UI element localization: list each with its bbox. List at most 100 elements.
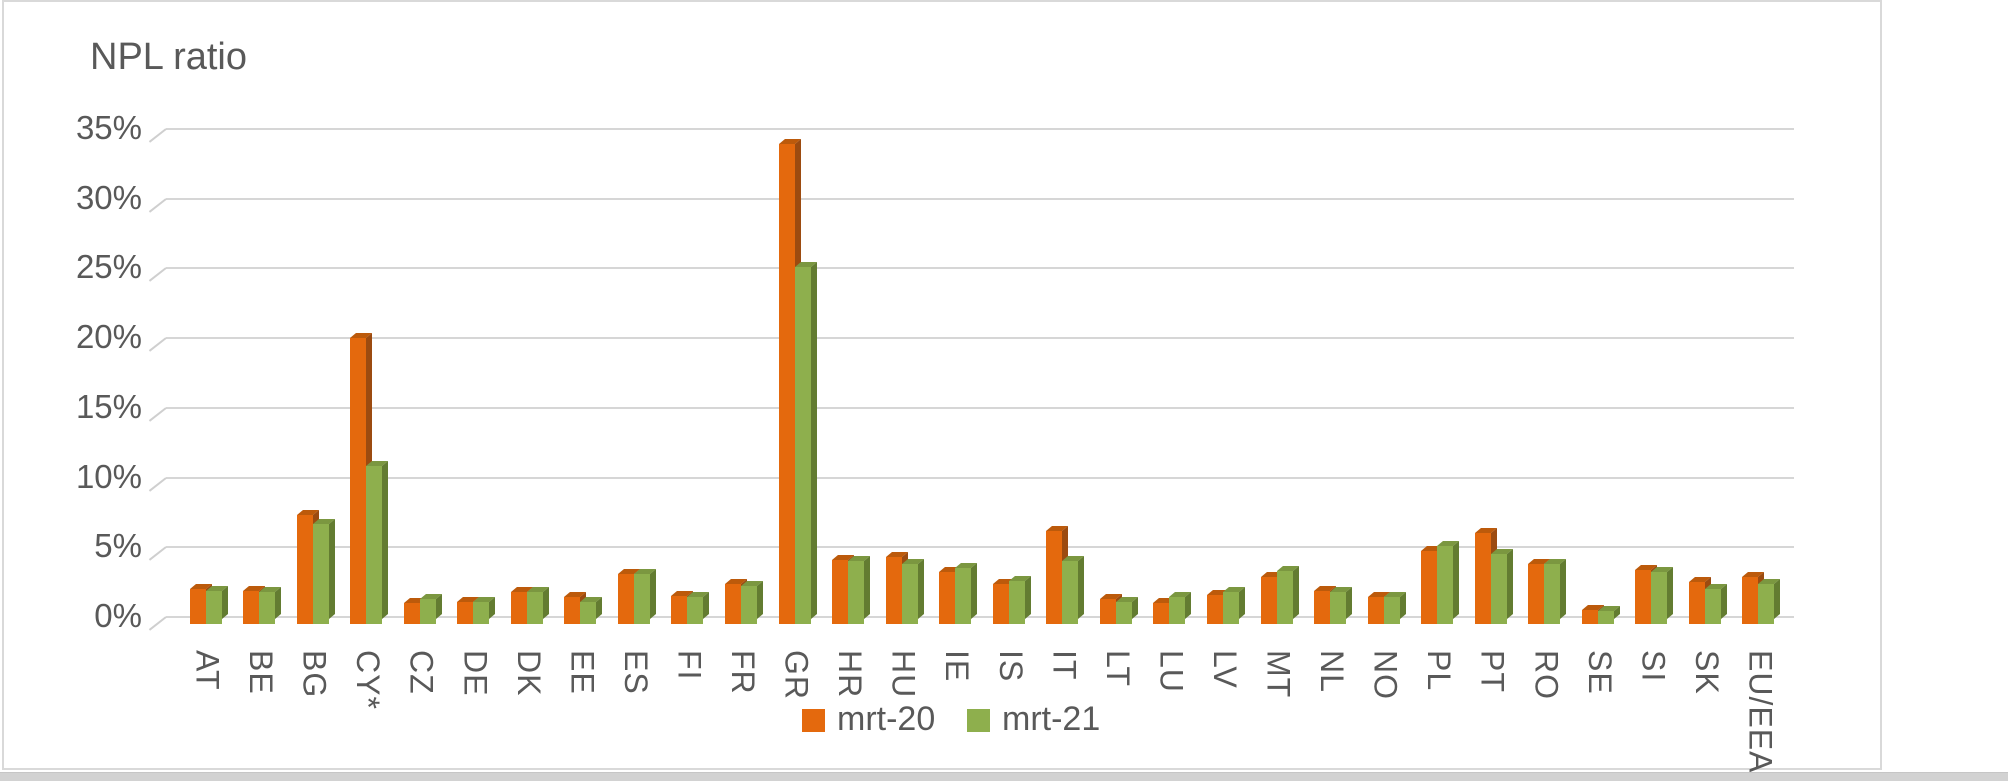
x-axis-label: IS <box>992 650 1029 683</box>
bar <box>1667 567 1674 619</box>
bar-NL-mrt-20 <box>1314 590 1331 624</box>
x-axis-label: LV <box>1206 650 1243 689</box>
bar <box>864 556 871 619</box>
gridline-depth-tick <box>148 267 167 283</box>
bar-LU-mrt-21 <box>1169 597 1186 624</box>
bar-NL-mrt-21 <box>1330 591 1347 624</box>
y-axis-label: 20% <box>75 318 142 356</box>
bar <box>1292 565 1299 619</box>
y-axis-label: 30% <box>75 178 142 216</box>
x-axis-label: PL <box>1421 650 1458 692</box>
y-axis-label: 35% <box>75 108 142 146</box>
gridline-depth-tick <box>148 616 167 631</box>
x-axis-label: SI <box>1635 650 1672 683</box>
x-axis-label: LT <box>1099 650 1136 687</box>
bar-EE-mrt-21 <box>580 601 597 624</box>
bar-FI-mrt-21 <box>687 597 704 624</box>
bar <box>1560 558 1567 619</box>
bar-DE-mrt-21 <box>473 601 490 624</box>
x-axis-label: FR <box>725 650 761 695</box>
bar-IS-mrt-21 <box>1008 580 1025 624</box>
x-axis-label: NO <box>1367 650 1404 700</box>
gridline <box>166 406 1794 409</box>
gridline <box>166 616 1794 618</box>
x-axis-label: MT <box>1260 650 1297 699</box>
bar-MT-mrt-20 <box>1260 576 1277 624</box>
bar-IS-mrt-20 <box>992 583 1009 624</box>
bar-CZ-mrt-20 <box>403 603 420 624</box>
bar <box>810 261 817 619</box>
bar <box>1185 592 1192 619</box>
bar <box>382 461 389 619</box>
bar-EU/EEA-mrt-21 <box>1758 583 1775 624</box>
bar <box>757 581 763 619</box>
x-axis-label: GR <box>778 650 815 700</box>
bar-FI-mrt-20 <box>671 596 688 624</box>
bar-CZ-mrt-21 <box>419 598 436 624</box>
page-edge-band <box>0 772 2008 781</box>
bar-SI-mrt-21 <box>1651 572 1668 624</box>
bar-LU-mrt-20 <box>1153 603 1170 624</box>
bar-BE-mrt-21 <box>259 591 276 624</box>
chart-frame: NPL ratio 0% 5% 10% 15% 20% 25% 30% 35% AT BE BG CY… <box>2 0 1882 774</box>
legend-swatch-mrt-21 <box>967 709 990 732</box>
bar-HR-mrt-20 <box>832 559 849 624</box>
bar <box>328 518 335 619</box>
y-axis-label: 5% <box>94 527 142 565</box>
bar-PL-mrt-20 <box>1421 551 1438 624</box>
bar-DK-mrt-21 <box>526 591 543 624</box>
bar <box>1346 586 1353 619</box>
bar <box>1720 584 1727 619</box>
bar-AT-mrt-21 <box>205 590 222 624</box>
bar-GR-mrt-20 <box>778 144 795 624</box>
bar-AT-mrt-20 <box>189 589 206 624</box>
bar-DK-mrt-20 <box>510 591 527 624</box>
bar-CY*-mrt-20 <box>350 338 367 624</box>
gridline <box>166 337 1794 340</box>
x-axis-label: NL <box>1314 650 1351 693</box>
bar-PL-mrt-21 <box>1437 545 1454 624</box>
x-axis-label: DK <box>510 650 547 697</box>
x-axis-label: BG <box>296 650 333 699</box>
bar-GR-mrt-21 <box>794 267 811 624</box>
bar-NO-mrt-20 <box>1367 597 1384 624</box>
x-axis-label: EE <box>564 650 601 695</box>
chart-title: NPL ratio <box>90 36 247 78</box>
bar <box>1078 556 1085 619</box>
x-axis-label: SK <box>1688 650 1725 695</box>
bar <box>1453 540 1460 619</box>
bar <box>703 592 710 619</box>
bar-LV-mrt-21 <box>1222 591 1239 624</box>
bar-NO-mrt-21 <box>1383 597 1400 624</box>
bar-HR-mrt-21 <box>848 561 865 624</box>
x-axis-label: AT <box>189 650 226 691</box>
x-axis-label: BE <box>243 650 280 695</box>
bar-ES-mrt-20 <box>617 573 634 624</box>
x-axis-label: FI <box>671 650 708 681</box>
x-axis-label: SE <box>1581 650 1618 695</box>
bar-FR-mrt-20 <box>725 583 741 624</box>
x-axis-label: EU/EEA <box>1742 650 1779 774</box>
gridline <box>166 197 1794 200</box>
bar-IE-mrt-21 <box>955 568 972 624</box>
legend-label-mrt-20: mrt-20 <box>837 700 936 738</box>
gridline-depth-tick <box>148 337 167 352</box>
bar-FR-mrt-21 <box>741 586 757 624</box>
bar-PT-mrt-21 <box>1490 554 1507 624</box>
bar-SK-mrt-21 <box>1704 589 1721 624</box>
bar-EE-mrt-20 <box>564 597 581 624</box>
y-axis-label: 0% <box>94 597 142 634</box>
x-axis-label: IE <box>939 650 976 683</box>
bar-IE-mrt-20 <box>939 572 956 624</box>
gridline-depth-tick <box>148 476 167 492</box>
x-axis-label: LU <box>1153 650 1190 693</box>
bar-MT-mrt-21 <box>1276 570 1293 624</box>
bar-BG-mrt-21 <box>312 523 329 624</box>
bar-RO-mrt-21 <box>1544 564 1561 624</box>
bar-LT-mrt-21 <box>1115 601 1132 624</box>
y-axis-label: 15% <box>75 387 142 425</box>
x-axis-label: DE <box>457 650 494 697</box>
bar-HU-mrt-21 <box>901 564 918 624</box>
bar-IT-mrt-21 <box>1062 561 1079 624</box>
